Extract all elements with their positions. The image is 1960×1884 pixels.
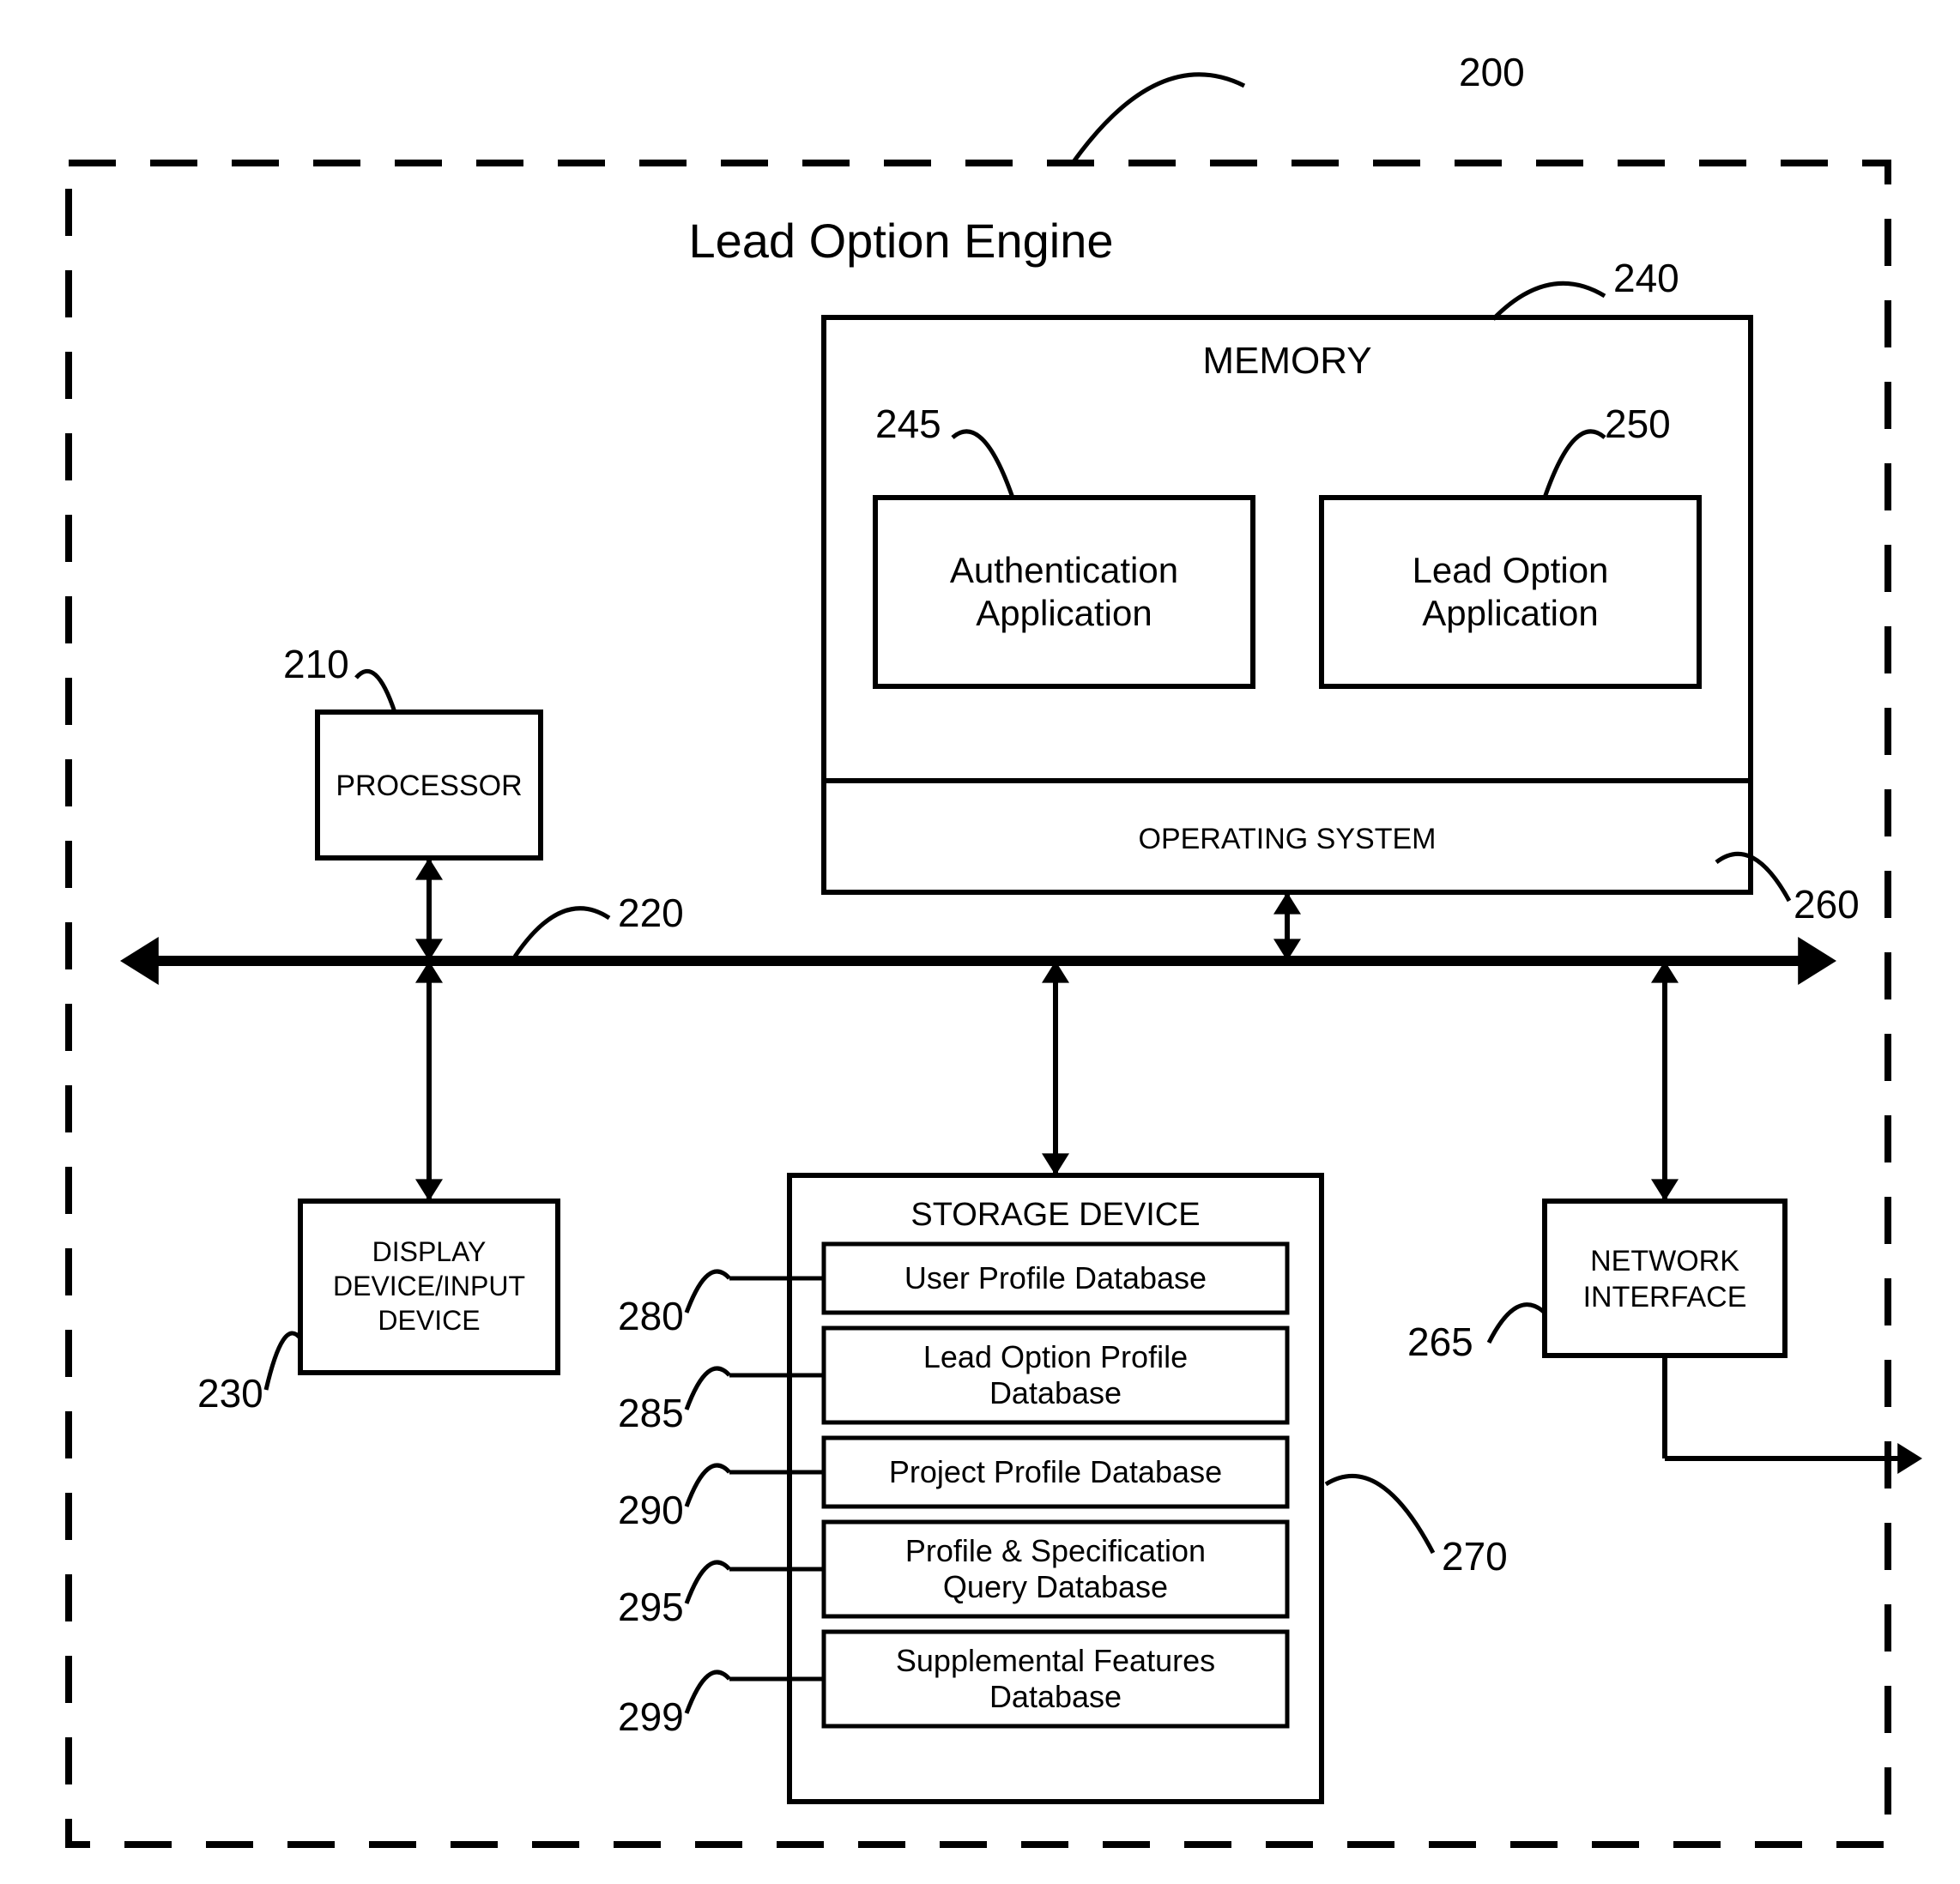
- processor-label: PROCESSOR: [336, 770, 522, 802]
- lead-option-app-box: [1322, 498, 1699, 686]
- ref-240: 240: [1613, 256, 1679, 300]
- ref-290: 290: [618, 1488, 684, 1532]
- ref-265: 265: [1407, 1319, 1473, 1364]
- ref-299: 299: [618, 1694, 684, 1739]
- ref-270: 270: [1442, 1534, 1508, 1579]
- storage-item-label: User Profile Database: [904, 1260, 1207, 1295]
- ref-245: 245: [875, 402, 941, 446]
- storage-item-label: Project Profile Database: [889, 1454, 1222, 1489]
- ref-210: 210: [283, 642, 349, 686]
- ref-250: 250: [1605, 402, 1671, 446]
- ref-220: 220: [618, 891, 684, 935]
- ref-230: 230: [197, 1371, 263, 1416]
- network-interface-box: [1545, 1201, 1785, 1356]
- diagram-title: Lead Option Engine: [688, 214, 1113, 268]
- ref-295: 295: [618, 1585, 684, 1629]
- storage-item-label: Profile & SpecificationQuery Database: [905, 1533, 1206, 1604]
- ref-285: 285: [618, 1391, 684, 1435]
- memory-header: MEMORY: [1202, 340, 1371, 382]
- operating-system-label: OPERATING SYSTEM: [1139, 823, 1437, 855]
- ref-280: 280: [618, 1294, 684, 1338]
- storage-device-header: STORAGE DEVICE: [910, 1197, 1200, 1233]
- ref-200: 200: [1459, 50, 1525, 94]
- authentication-app-box: [875, 498, 1253, 686]
- ref-260: 260: [1794, 882, 1860, 927]
